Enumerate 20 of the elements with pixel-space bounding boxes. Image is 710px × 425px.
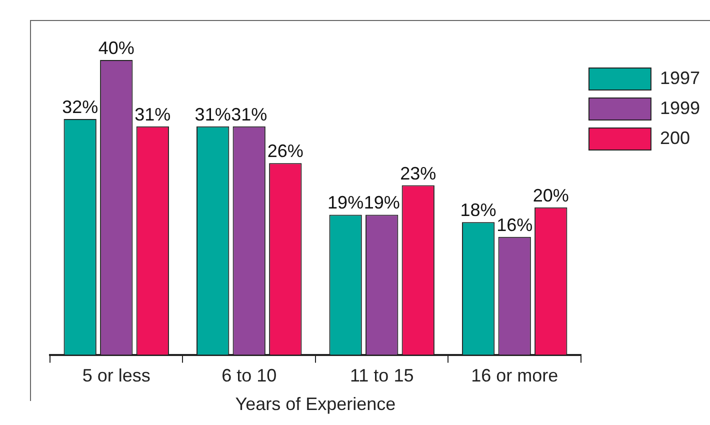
- x-tick-label: 11 to 15: [350, 366, 414, 386]
- x-tick-label: 5 or less: [82, 366, 150, 386]
- data-label: 16%: [496, 214, 533, 235]
- x-tick-label: 16 or more: [471, 366, 558, 386]
- data-label: 40%: [98, 38, 134, 58]
- data-label: 31%: [194, 104, 231, 124]
- data-label: 31%: [231, 104, 268, 124]
- legend-label: 200: [660, 128, 690, 148]
- data-label: 23%: [400, 163, 436, 184]
- data-label: 20%: [532, 185, 569, 206]
- x-tick-label: 6 to 10: [222, 366, 277, 386]
- legend-label: 1999: [660, 98, 700, 118]
- data-label: 19%: [364, 192, 400, 213]
- legend-label: 1997: [660, 68, 700, 88]
- data-label: 32%: [62, 96, 98, 117]
- x-axis-title: Years of Experience: [235, 394, 396, 414]
- data-label: 19%: [328, 192, 364, 213]
- data-label: 18%: [460, 200, 496, 220]
- data-label: 31%: [134, 104, 171, 124]
- data-label: 26%: [267, 141, 304, 162]
